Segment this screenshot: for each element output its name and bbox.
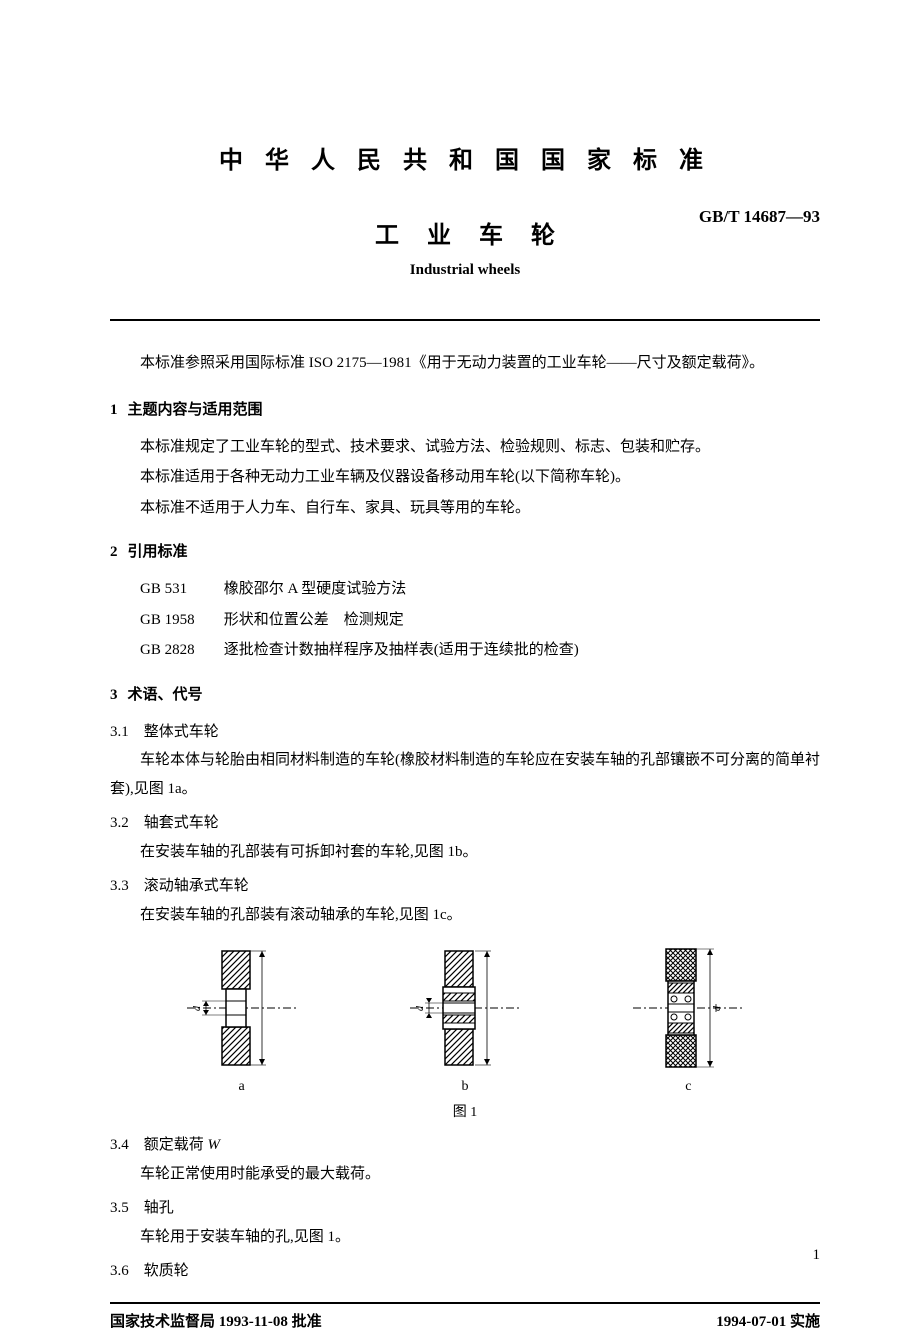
ref-line: GB 531 橡胶邵尔 A 型硬度试验方法 [110, 575, 820, 604]
figure-1a-label: a [182, 1079, 302, 1095]
intro-paragraph: 本标准参照采用国际标准 ISO 2175—1981《用于无动力装置的工业车轮——… [110, 349, 820, 378]
section-2-heading: 2 引用标准 [110, 540, 820, 561]
ref-text: 形状和位置公差 检测规定 [224, 612, 404, 628]
figure-1b: d b [405, 943, 525, 1095]
section-3-heading: 3 术语、代号 [110, 683, 820, 704]
wheel-diagram-c-icon: d [628, 943, 748, 1073]
section-1-p2: 本标准适用于各种无动力工业车辆及仪器设备移动用车轮(以下简称车轮)。 [110, 463, 820, 492]
country-standard-title: 中 华 人 民 共 和 国 国 家 标 准 [110, 140, 820, 175]
figure-1c: d c [628, 943, 748, 1095]
ref-line: GB 2828 逐批检查计数抽样程序及抽样表(适用于连续批的检查) [110, 636, 820, 665]
sub-3-3-body: 在安装车轴的孔部装有滚动轴承的车轮,见图 1c。 [110, 901, 820, 930]
ref-code: GB 1958 [140, 606, 220, 635]
sub-3-4-num: 3.4 [110, 1131, 129, 1160]
sub-3-6-title: 软质轮 [144, 1263, 189, 1279]
sub-3-5-num: 3.5 [110, 1194, 129, 1223]
subsection-3-6: 3.6 软质轮 [110, 1257, 820, 1286]
svg-text:d: d [712, 1005, 723, 1011]
footer-row: 国家技术监督局 1993-11-08 批准 1994-07-01 实施 [110, 1310, 820, 1331]
sub-3-1-num: 3.1 [110, 718, 129, 747]
figure-1a: d a [182, 943, 302, 1095]
sub-3-4-title-prefix: 额定载荷 [144, 1137, 208, 1153]
sub-3-2-num: 3.2 [110, 809, 129, 838]
sub-3-2-body: 在安装车轴的孔部装有可拆卸衬套的车轮,见图 1b。 [110, 838, 820, 867]
figure-1-caption: 图 1 [110, 1101, 820, 1121]
footer-effective: 1994-07-01 实施 [716, 1310, 820, 1331]
page-number: 1 [813, 1247, 821, 1264]
sub-3-1-title: 整体式车轮 [144, 724, 219, 740]
section-2-number: 2 [110, 544, 118, 561]
section-1-title: 主题内容与适用范围 [128, 402, 263, 418]
svg-text:d: d [415, 1005, 426, 1011]
section-3-number: 3 [110, 687, 118, 704]
section-1-number: 1 [110, 402, 118, 419]
sub-3-5-body: 车轮用于安装车轴的孔,见图 1。 [110, 1223, 820, 1252]
sub-3-3-num: 3.3 [110, 872, 129, 901]
subsection-3-1: 3.1 整体式车轮 [110, 718, 820, 747]
section-2-title: 引用标准 [128, 544, 188, 560]
ref-text: 逐批检查计数抽样程序及抽样表(适用于连续批的检查) [224, 642, 579, 658]
subsection-3-5: 3.5 轴孔 [110, 1194, 820, 1223]
footer-approval: 国家技术监督局 1993-11-08 批准 [110, 1310, 322, 1331]
ref-code: GB 2828 [140, 636, 220, 665]
ref-code: GB 531 [140, 575, 220, 604]
title-row: GB/T 14687—93 工业车轮 [110, 215, 820, 250]
sub-3-4-var: W [208, 1137, 221, 1153]
sub-3-4-body: 车轮正常使用时能承受的最大载荷。 [110, 1160, 820, 1189]
wheel-diagram-a-icon: d [182, 943, 302, 1073]
document-number: GB/T 14687—93 [699, 207, 820, 227]
sub-3-2-title: 轴套式车轮 [144, 815, 219, 831]
divider-top [110, 319, 820, 321]
subsection-3-4: 3.4 额定载荷 W [110, 1131, 820, 1160]
svg-text:d: d [192, 1005, 203, 1011]
ref-text: 橡胶邵尔 A 型硬度试验方法 [224, 581, 407, 597]
sub-3-5-title: 轴孔 [144, 1200, 174, 1216]
sub-3-3-title: 滚动轴承式车轮 [144, 878, 249, 894]
subsection-3-2: 3.2 轴套式车轮 [110, 809, 820, 838]
subsection-3-3: 3.3 滚动轴承式车轮 [110, 872, 820, 901]
figure-1c-label: c [628, 1079, 748, 1095]
section-1-heading: 1 主题内容与适用范围 [110, 398, 820, 419]
section-1-p1: 本标准规定了工业车轮的型式、技术要求、试验方法、检验规则、标志、包装和贮存。 [110, 433, 820, 462]
section-3-title: 术语、代号 [128, 687, 203, 703]
english-title: Industrial wheels [110, 262, 820, 279]
ref-line: GB 1958 形状和位置公差 检测规定 [110, 606, 820, 635]
figure-1-row: d a [130, 943, 800, 1095]
wheel-diagram-b-icon: d [405, 943, 525, 1073]
figure-1b-label: b [405, 1079, 525, 1095]
sub-3-6-num: 3.6 [110, 1257, 129, 1286]
sub-3-1-body: 车轮本体与轮胎由相同材料制造的车轮(橡胶材料制造的车轮应在安装车轴的孔部镶嵌不可… [110, 746, 820, 803]
section-1-p3: 本标准不适用于人力车、自行车、家具、玩具等用的车轮。 [110, 494, 820, 523]
